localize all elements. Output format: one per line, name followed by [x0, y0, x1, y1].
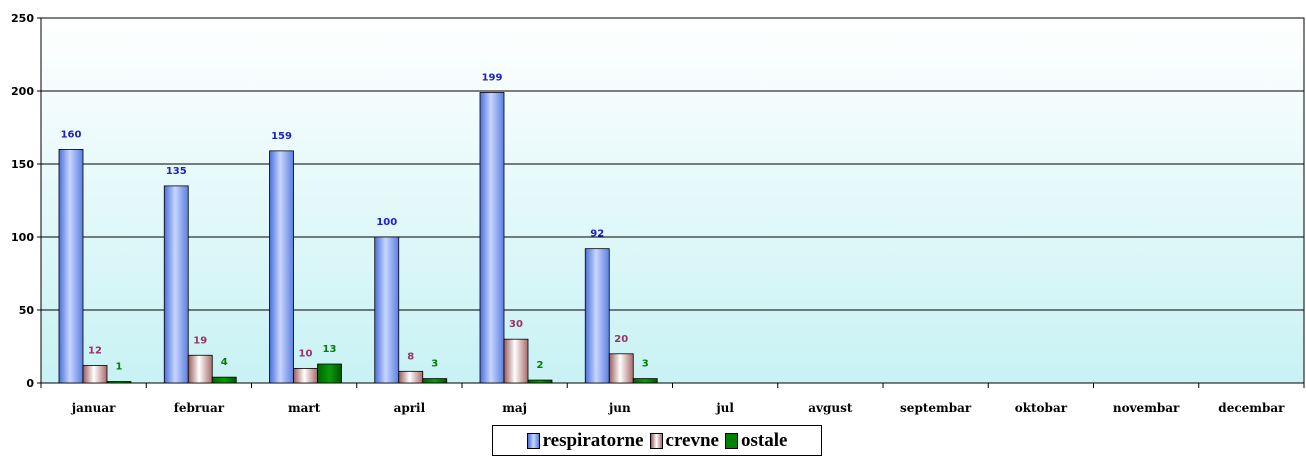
x-tick-label: avgust: [808, 401, 853, 415]
data-label-ostale: 2: [537, 360, 544, 371]
x-tick-label: mart: [288, 401, 321, 415]
x-tick-label: decembar: [1218, 401, 1285, 415]
legend-swatch-green: [725, 432, 738, 449]
data-label-ostale: 1: [116, 362, 123, 373]
bar-ostale: [422, 378, 448, 384]
data-label-ostale: 3: [642, 359, 649, 370]
data-label-crevne: 19: [193, 335, 207, 346]
data-label-respiratorne: 199: [482, 72, 503, 83]
bar-respiratorne: [269, 150, 294, 384]
x-tick-label: septembar: [900, 401, 972, 415]
data-label-ostale: 3: [431, 359, 438, 370]
data-label-crevne: 30: [509, 319, 523, 330]
data-label-respiratorne: 159: [271, 131, 292, 142]
legend: respiratorne crevne ostale: [492, 425, 822, 456]
x-tick-label: februar: [174, 401, 225, 415]
bar-respiratorne: [584, 248, 610, 384]
data-label-respiratorne: 92: [590, 229, 604, 240]
x-tick-label: jul: [715, 401, 734, 415]
bar-crevne: [608, 353, 634, 384]
y-tick-label: 0: [26, 377, 34, 390]
data-label-crevne: 10: [299, 348, 313, 359]
legend-item-crevne: crevne: [649, 429, 719, 452]
legend-label-ostale: ostale: [741, 429, 788, 451]
legend-swatch-blue: [526, 432, 540, 449]
bar-crevne: [82, 365, 108, 384]
data-label-ostale: 13: [323, 344, 337, 355]
bar-ostale: [527, 379, 553, 384]
data-label-respiratorne: 100: [376, 217, 397, 228]
x-tick-label: april: [394, 401, 426, 415]
bar-ostale: [211, 376, 237, 384]
bar-respiratorne: [479, 92, 505, 384]
bar-ostale: [106, 381, 132, 384]
x-tick-label: jun: [608, 401, 631, 415]
x-tick-label: oktobar: [1015, 401, 1068, 415]
data-label-crevne: 20: [614, 334, 628, 345]
legend-label-crevne: crevne: [665, 429, 719, 451]
bar-respiratorne: [374, 236, 400, 384]
bar-respiratorne: [58, 148, 84, 384]
data-label-crevne: 8: [407, 351, 414, 362]
legend-label-respiratorne: respiratorne: [542, 429, 644, 451]
data-label-respiratorne: 160: [61, 129, 82, 140]
x-tick-label: januar: [71, 401, 116, 415]
y-tick-label: 50: [19, 304, 35, 317]
y-tick-label: 250: [11, 12, 34, 25]
bar-crevne: [503, 338, 529, 384]
legend-item-ostale: ostale: [725, 430, 787, 452]
y-tick-label: 150: [11, 158, 34, 171]
plot-area: [40, 17, 1305, 384]
bar-ostale: [632, 378, 658, 384]
bar-crevne: [293, 367, 318, 384]
y-tick-label: 200: [11, 85, 34, 98]
bar-crevne: [398, 370, 424, 384]
x-tick-label: novembar: [1113, 401, 1180, 415]
x-tick-label: maj: [502, 401, 527, 415]
legend-swatch-pink: [649, 432, 663, 449]
y-tick-label: 100: [11, 231, 34, 244]
legend-item-respiratorne: respiratorne: [526, 429, 644, 452]
bar-crevne: [187, 354, 213, 384]
data-label-respiratorne: 135: [166, 166, 187, 177]
data-label-ostale: 4: [221, 357, 228, 368]
bar-ostale: [317, 363, 342, 384]
bar-respiratorne: [163, 185, 189, 384]
data-label-crevne: 12: [88, 345, 102, 356]
